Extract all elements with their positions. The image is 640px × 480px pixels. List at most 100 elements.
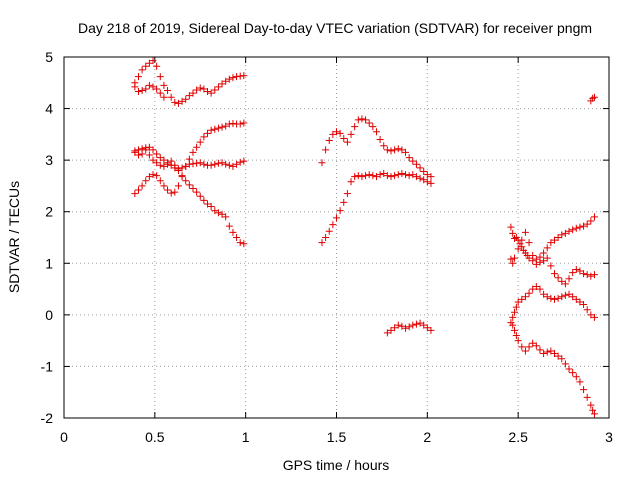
data-point bbox=[200, 133, 208, 141]
data-point bbox=[131, 148, 139, 156]
data-point bbox=[391, 324, 399, 332]
data-point bbox=[171, 188, 179, 196]
data-point bbox=[420, 321, 428, 329]
data-point bbox=[580, 222, 588, 230]
series-track-k bbox=[509, 321, 598, 418]
data-point bbox=[207, 89, 215, 97]
data-point bbox=[182, 95, 190, 103]
data-point bbox=[214, 209, 222, 217]
x-tick-label: 2 bbox=[423, 429, 431, 445]
data-point bbox=[171, 98, 179, 106]
data-point bbox=[189, 160, 197, 168]
data-point bbox=[543, 254, 551, 262]
data-point bbox=[394, 321, 402, 329]
data-point bbox=[145, 143, 153, 151]
data-point bbox=[565, 365, 573, 373]
data-point bbox=[211, 125, 219, 133]
data-point bbox=[569, 293, 577, 301]
data-point bbox=[207, 161, 215, 169]
data-point bbox=[569, 269, 577, 277]
data-point bbox=[225, 222, 233, 230]
data-point bbox=[164, 186, 172, 194]
x-tick-label: 1.5 bbox=[327, 429, 347, 445]
data-point bbox=[153, 62, 161, 70]
data-point bbox=[196, 159, 204, 167]
data-point bbox=[427, 326, 435, 334]
data-point bbox=[229, 162, 237, 170]
data-point bbox=[543, 293, 551, 301]
data-point bbox=[511, 326, 519, 334]
data-point bbox=[583, 271, 591, 279]
data-point bbox=[416, 174, 424, 182]
data-point bbox=[145, 59, 153, 67]
data-point bbox=[138, 182, 146, 190]
data-point bbox=[554, 234, 562, 241]
data-point bbox=[222, 77, 230, 85]
series-track-a-lower bbox=[131, 81, 168, 101]
data-point bbox=[412, 173, 420, 181]
data-point bbox=[134, 151, 142, 159]
data-point bbox=[240, 157, 248, 165]
data-point bbox=[222, 160, 230, 168]
data-point bbox=[196, 192, 204, 200]
data-point bbox=[525, 254, 533, 262]
data-point bbox=[145, 81, 153, 89]
data-point bbox=[193, 86, 201, 94]
x-tick-label: 3 bbox=[605, 429, 613, 445]
data-point bbox=[200, 196, 208, 204]
data-point bbox=[362, 116, 370, 124]
data-point bbox=[391, 146, 399, 154]
data-point bbox=[222, 213, 230, 221]
data-point bbox=[583, 220, 591, 228]
data-point bbox=[167, 157, 175, 165]
data-point bbox=[233, 73, 241, 81]
data-point bbox=[193, 188, 201, 196]
data-point bbox=[222, 122, 230, 130]
data-point bbox=[142, 85, 150, 93]
data-point bbox=[561, 291, 569, 299]
data-point bbox=[174, 99, 182, 107]
data-point bbox=[405, 172, 413, 180]
y-tick-label: 0 bbox=[45, 307, 53, 323]
data-point bbox=[178, 97, 186, 105]
data-point bbox=[589, 406, 597, 414]
data-point bbox=[521, 293, 529, 301]
data-point bbox=[525, 239, 533, 247]
data-point bbox=[236, 120, 244, 128]
data-point bbox=[402, 171, 410, 179]
data-point bbox=[525, 343, 533, 351]
data-point bbox=[509, 321, 517, 329]
data-point bbox=[565, 290, 573, 298]
data-point bbox=[427, 173, 435, 181]
data-point bbox=[196, 84, 204, 92]
data-point bbox=[240, 240, 248, 248]
data-point bbox=[561, 360, 569, 368]
data-point bbox=[336, 129, 344, 137]
data-point bbox=[362, 172, 370, 180]
data-point bbox=[343, 138, 351, 146]
data-point bbox=[336, 207, 344, 215]
data-point bbox=[145, 151, 153, 159]
data-point bbox=[516, 240, 524, 248]
data-point bbox=[514, 245, 522, 253]
data-point bbox=[211, 207, 219, 215]
data-point bbox=[587, 401, 595, 409]
data-point bbox=[340, 198, 348, 206]
data-point bbox=[507, 255, 515, 263]
data-point bbox=[416, 164, 424, 172]
data-point bbox=[536, 258, 544, 266]
data-point bbox=[590, 271, 598, 279]
data-point bbox=[204, 88, 212, 96]
series-track-f bbox=[318, 170, 435, 247]
data-point bbox=[529, 252, 537, 260]
data-point bbox=[365, 119, 373, 127]
data-point bbox=[372, 128, 380, 136]
data-point bbox=[387, 326, 395, 334]
data-point bbox=[138, 150, 146, 158]
data-point bbox=[383, 146, 391, 154]
data-point bbox=[225, 120, 233, 128]
data-point bbox=[164, 160, 172, 168]
data-point bbox=[420, 176, 428, 184]
data-point bbox=[511, 254, 519, 262]
